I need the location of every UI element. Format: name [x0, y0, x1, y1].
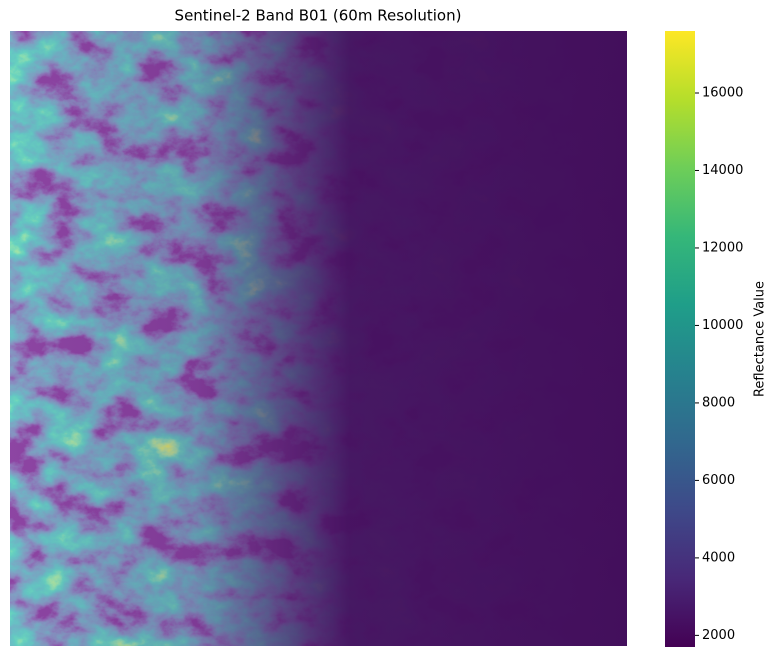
image: [10, 31, 627, 646]
colorbar-tick-label: 6000: [702, 473, 735, 488]
colorbar: [665, 31, 695, 647]
colorbar-tick-label: 4000: [702, 550, 735, 565]
colorbar-label: Reflectance Value: [753, 281, 768, 397]
colorbar-tick-label: 2000: [702, 628, 735, 643]
colorbar-tick-label: 8000: [702, 395, 735, 410]
terrain-shade: [10, 31, 627, 646]
colorbar-tick-label: 16000: [702, 85, 743, 100]
colorbar-tick-label: 14000: [702, 163, 743, 178]
colorbar-tick-label: 12000: [702, 240, 743, 255]
colorbar-tick-label: 10000: [702, 318, 743, 333]
chart-title: Sentinel-2 Band B01 (60m Resolution): [175, 7, 462, 25]
